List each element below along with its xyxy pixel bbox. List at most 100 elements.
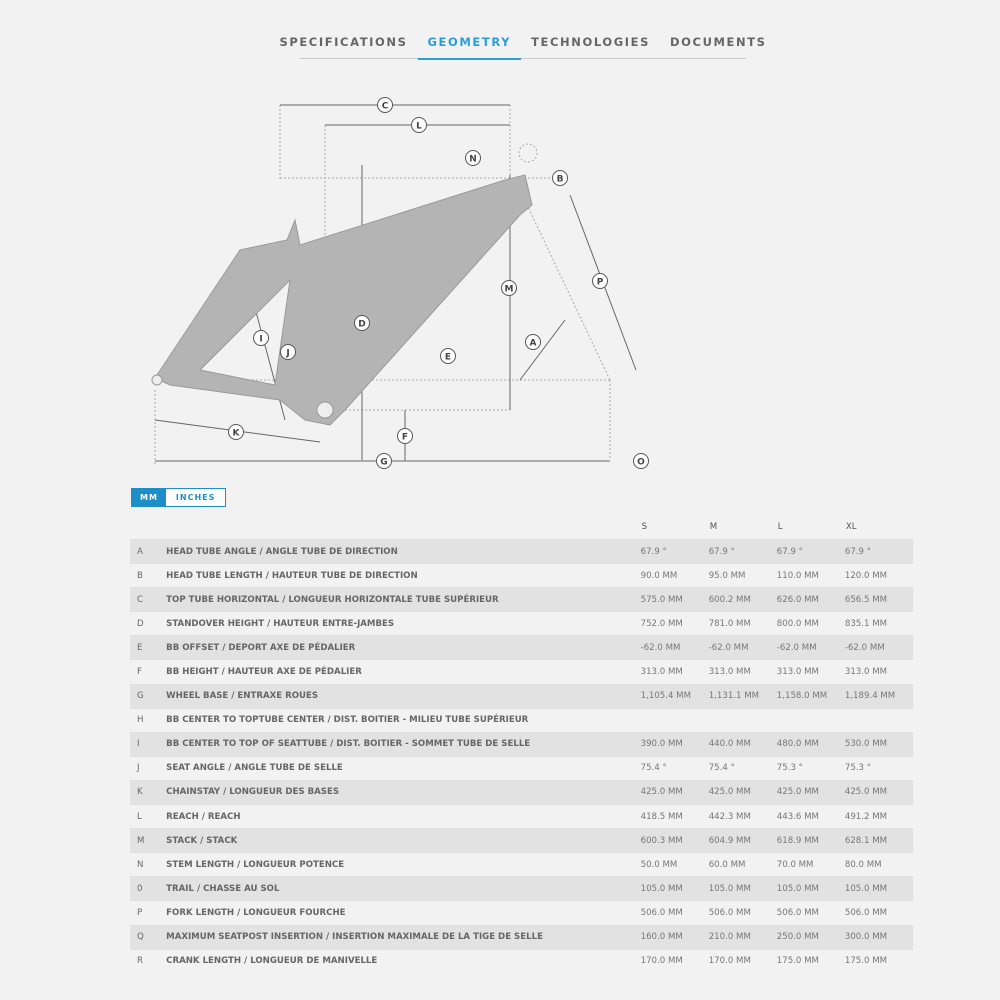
- row-name: HEAD TUBE LENGTH / HAUTEUR TUBE DE DIREC…: [166, 563, 641, 588]
- row-name: TRAIL / CHASSE AU SOL: [166, 876, 641, 901]
- row-value: 70.0 MM: [776, 852, 845, 877]
- row-letter: H: [130, 707, 167, 733]
- table-row: J SEAT ANGLE / ANGLE TUBE DE SELLE 75.4 ° 7…: [130, 755, 913, 781]
- dimension-label-circle: [525, 334, 541, 350]
- row-value: -62.0 MM: [844, 635, 913, 660]
- row-name: SEAT ANGLE / ANGLE TUBE DE SELLE: [166, 755, 641, 781]
- dimension-labels: C L N B P M D I J E A K F G O: [228, 97, 649, 469]
- row-name: BB HEIGHT / HAUTEUR AXE DE PÉDALIER: [166, 659, 641, 685]
- row-name: WHEEL BASE / ENTRAXE ROUES: [166, 683, 641, 709]
- row-value: 75.3 °: [776, 755, 845, 781]
- row-value: 300.0 MM: [844, 924, 913, 950]
- row-value: 170.0 MM: [640, 948, 709, 973]
- dimension-label: J: [285, 349, 289, 359]
- row-value: 530.0 MM: [844, 731, 913, 757]
- dimension-label-circle: [552, 170, 568, 186]
- size-header: L: [777, 521, 783, 532]
- row-name: STANDOVER HEIGHT / HAUTEUR ENTRE-JAMBES: [166, 611, 641, 636]
- table-row: K CHAINSTAY / LONGUEUR DES BASES 425.0 MM 4…: [130, 779, 913, 805]
- dimension-label-circle: [397, 428, 413, 444]
- row-value: 170.0 MM: [708, 948, 777, 973]
- row-value: 506.0 MM: [640, 900, 709, 925]
- row-letter: E: [130, 635, 167, 660]
- row-value: 425.0 MM: [640, 779, 709, 805]
- row-value: 67.9 °: [640, 538, 709, 564]
- row-letter: F: [130, 659, 167, 685]
- table-row: N STEM LENGTH / LONGUEUR POTENCE 50.0 MM 60…: [130, 852, 913, 877]
- row-value: 1,131.1 MM: [708, 683, 777, 709]
- dimension-label: L: [416, 122, 422, 132]
- row-value: 628.1 MM: [844, 828, 913, 853]
- row-value: -62.0 MM: [776, 635, 845, 660]
- dimension-label: K: [233, 429, 241, 439]
- geometry-diagram: C L N B P M D I J E A K F G O: [151, 97, 649, 469]
- unit-inches-button[interactable]: INCHES: [165, 489, 226, 506]
- table-row: H BB CENTER TO TOPTUBE CENTER / DIST. BOI…: [130, 707, 913, 733]
- dimension-label: I: [259, 335, 262, 345]
- tab-geometry[interactable]: GEOMETRY: [417, 28, 522, 60]
- row-value: 418.5 MM: [640, 804, 709, 829]
- row-name: STACK / STACK: [166, 828, 641, 853]
- dimension-label-circle: [411, 117, 427, 133]
- table-row: I BB CENTER TO TOP OF SEATTUBE / DIST. BO…: [130, 731, 913, 757]
- row-letter: K: [130, 779, 167, 805]
- table-row: 0 TRAIL / CHASSE AU SOL 105.0 MM 105.0 MM 10…: [130, 876, 913, 901]
- row-value: 390.0 MM: [640, 731, 709, 757]
- table-header: S M L XL: [130, 514, 913, 540]
- row-value: 175.0 MM: [776, 948, 845, 973]
- row-name: HEAD TUBE ANGLE / ANGLE TUBE DE DIRECTIO…: [166, 538, 641, 564]
- dimension-label-circle: [633, 453, 649, 469]
- tab-bar: SPECIFICATIONS GEOMETRY TECHNOLOGIES DOC…: [279, 28, 765, 60]
- dimension-label-circle: [354, 315, 370, 331]
- size-header: M: [709, 521, 718, 532]
- bottom-bracket-icon: [316, 401, 334, 419]
- row-letter: C: [130, 587, 167, 612]
- row-value: 781.0 MM: [708, 611, 777, 636]
- row-name: BB CENTER TO TOPTUBE CENTER / DIST. BOIT…: [166, 707, 641, 733]
- dimension-label: B: [557, 175, 564, 185]
- row-value: 95.0 MM: [708, 563, 777, 588]
- row-value: 313.0 MM: [844, 659, 913, 685]
- row-value: 120.0 MM: [844, 563, 913, 588]
- row-value: 75.4 °: [640, 755, 709, 781]
- row-value: 105.0 MM: [640, 876, 709, 901]
- dimension-label: O: [637, 458, 645, 468]
- dimension-label: A: [530, 339, 537, 349]
- row-value: 440.0 MM: [708, 731, 777, 757]
- row-value: 105.0 MM: [776, 876, 845, 901]
- row-value: 250.0 MM: [776, 924, 845, 950]
- row-value: 425.0 MM: [844, 779, 913, 805]
- tab-technologies[interactable]: TECHNOLOGIES: [531, 35, 651, 49]
- row-name: STEM LENGTH / LONGUEUR POTENCE: [166, 852, 641, 877]
- dimension-label-circle: [376, 453, 392, 469]
- stem-icon: [518, 143, 538, 163]
- unit-mm-button[interactable]: MM: [132, 489, 166, 506]
- row-value: 105.0 MM: [844, 876, 913, 901]
- table-row: L REACH / REACH 418.5 MM 442.3 MM 443.6 MM 49…: [130, 804, 913, 829]
- row-letter: J: [130, 755, 167, 781]
- row-value: 60.0 MM: [708, 852, 777, 877]
- row-letter: A: [130, 538, 167, 564]
- row-value: 600.2 MM: [708, 587, 777, 612]
- row-value: 1,158.0 MM: [776, 683, 845, 709]
- table-row: F BB HEIGHT / HAUTEUR AXE DE PÉDALIER 313.…: [130, 659, 913, 685]
- row-value: 800.0 MM: [776, 611, 845, 636]
- table-row: M STACK / STACK 600.3 MM 604.9 MM 618.9 MM 62…: [130, 828, 913, 853]
- tab-specifications[interactable]: SPECIFICATIONS: [279, 35, 408, 49]
- tab-documents[interactable]: DOCUMENTS: [670, 35, 767, 49]
- table-row: A HEAD TUBE ANGLE / ANGLE TUBE DE DIRECTI…: [130, 538, 913, 564]
- row-name: FORK LENGTH / LONGUEUR FOURCHE: [166, 900, 641, 925]
- table-row: G WHEEL BASE / ENTRAXE ROUES 1,105.4 MM 1,1…: [130, 683, 913, 709]
- row-letter: I: [130, 731, 167, 757]
- row-value: [708, 707, 777, 733]
- row-letter: P: [130, 900, 167, 925]
- row-value: 1,105.4 MM: [640, 683, 709, 709]
- size-header: XL: [845, 521, 857, 532]
- row-value: 160.0 MM: [640, 924, 709, 950]
- row-letter: M: [130, 828, 167, 853]
- row-value: 491.2 MM: [844, 804, 913, 829]
- row-value: 442.3 MM: [708, 804, 777, 829]
- row-value: 313.0 MM: [708, 659, 777, 685]
- row-value: [776, 707, 845, 733]
- row-value: 604.9 MM: [708, 828, 777, 853]
